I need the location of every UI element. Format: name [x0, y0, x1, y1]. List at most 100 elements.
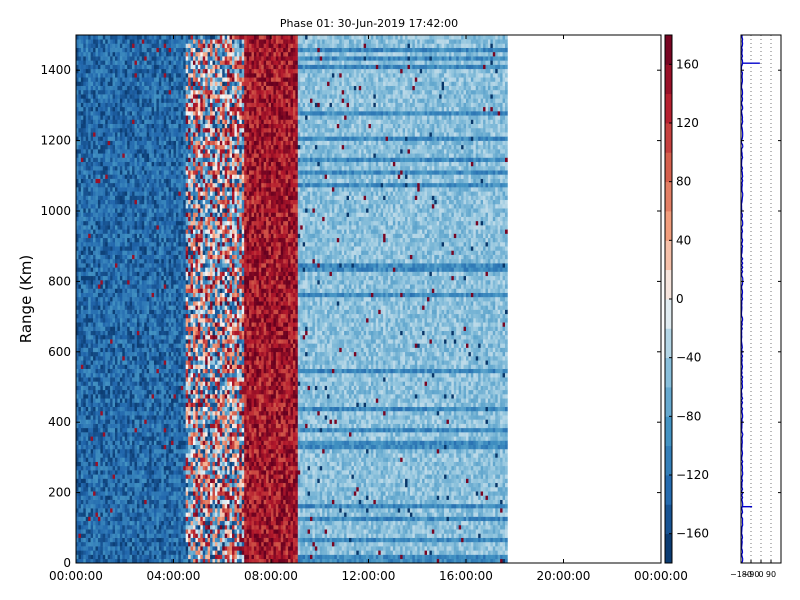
heatmap-cell — [83, 554, 87, 560]
heatmap-cell — [78, 529, 82, 534]
heatmap-cell — [171, 174, 174, 179]
heatmap-cell — [132, 216, 135, 222]
heatmap-cell — [166, 529, 169, 534]
heatmap-cell — [141, 444, 145, 450]
heatmap-cell — [163, 364, 167, 369]
heatmap-cell — [141, 415, 145, 420]
heatmap-cell — [141, 85, 145, 91]
heatmap-cell — [102, 541, 106, 547]
heatmap-cell — [115, 356, 118, 361]
heatmap-cell — [110, 499, 113, 505]
heatmap-cell — [78, 503, 82, 509]
heatmap-cell — [161, 187, 165, 192]
heatmap-cell — [95, 199, 99, 205]
heatmap-cell — [129, 389, 133, 395]
heatmap-cell — [154, 326, 157, 331]
heatmap-cell — [100, 94, 104, 99]
heatmap-cell — [161, 478, 165, 484]
heatmap-cell — [112, 533, 116, 538]
heatmap-cell — [76, 533, 79, 538]
heatmap-cell — [105, 351, 108, 357]
heatmap-cell — [139, 512, 143, 517]
heatmap-cell — [110, 465, 113, 471]
heatmap-cell — [115, 516, 118, 522]
heatmap-cell — [158, 524, 162, 530]
heatmap-cell — [129, 284, 133, 289]
heatmap-cell — [107, 334, 111, 340]
heatmap-cell — [119, 241, 123, 247]
heatmap-cell — [168, 271, 172, 277]
heatmap-cell — [76, 558, 79, 564]
heatmap-cell — [122, 292, 126, 298]
heatmap-cell — [154, 94, 157, 99]
heatmap-cell — [100, 60, 104, 65]
heatmap-cell — [136, 263, 140, 268]
heatmap-cell — [149, 43, 152, 48]
heatmap-cell — [102, 448, 106, 454]
heatmap-cell — [124, 60, 128, 65]
heatmap-cell — [144, 558, 147, 564]
heatmap-cell — [129, 318, 133, 323]
heatmap-cell — [88, 461, 91, 467]
heatmap-cell — [107, 64, 111, 70]
heatmap-cell — [85, 415, 89, 420]
heatmap-cell — [83, 292, 87, 298]
heatmap-cell — [105, 330, 108, 336]
heatmap-cell — [149, 503, 152, 509]
heatmap-cell — [83, 461, 87, 467]
heatmap-cell — [171, 432, 174, 437]
heatmap-cell — [156, 225, 160, 230]
heatmap-cell — [141, 398, 145, 403]
heatmap-cell — [129, 229, 133, 234]
heatmap-cell — [158, 541, 162, 547]
heatmap-cell — [163, 220, 167, 226]
heatmap-cell — [97, 199, 101, 205]
heatmap-cell — [163, 203, 167, 209]
heatmap-cell — [149, 478, 152, 484]
heatmap-cell — [93, 115, 96, 120]
heatmap-cell — [105, 491, 108, 496]
heatmap-cell — [85, 170, 89, 175]
heatmap-cell — [117, 356, 121, 361]
heatmap-cell — [122, 356, 126, 361]
heatmap-cell — [93, 182, 96, 188]
heatmap-cell — [151, 406, 155, 412]
heatmap-cell — [124, 508, 128, 513]
heatmap-cell — [119, 465, 123, 471]
heatmap-cell — [122, 263, 126, 268]
heatmap-cell — [136, 64, 140, 70]
heatmap-cell — [146, 520, 150, 526]
heatmap-cell — [129, 537, 133, 543]
heatmap-cell — [93, 465, 96, 471]
heatmap-cell — [166, 495, 169, 500]
heatmap-cell — [93, 216, 96, 222]
heatmap-cell — [122, 495, 126, 500]
heatmap-cell — [78, 351, 82, 357]
heatmap-cell — [146, 51, 150, 57]
heatmap-cell — [97, 47, 101, 53]
heatmap-cell — [110, 51, 113, 57]
heatmap-cell — [85, 47, 89, 53]
heatmap-cell — [78, 237, 82, 243]
heatmap-cell — [124, 161, 128, 167]
heatmap-cell — [132, 267, 135, 272]
heatmap-cell — [146, 132, 150, 137]
heatmap-cell — [122, 115, 126, 120]
heatmap-cell — [146, 288, 150, 293]
heatmap-cell — [136, 558, 140, 564]
heatmap-cell — [166, 136, 169, 141]
heatmap-cell — [115, 102, 118, 108]
heatmap-cell — [132, 203, 135, 209]
heatmap-cell — [124, 102, 128, 108]
heatmap-cell — [78, 330, 82, 336]
heatmap-cell — [76, 64, 79, 70]
heatmap-cell — [76, 132, 79, 137]
heatmap-cell — [110, 444, 113, 450]
heatmap-cell — [117, 60, 121, 65]
heatmap-cell — [149, 347, 152, 353]
heatmap-cell — [110, 127, 113, 133]
heatmap-cell — [154, 123, 157, 129]
heatmap-cell — [129, 558, 133, 564]
heatmap-cell — [134, 258, 138, 264]
heatmap-cell — [141, 51, 145, 57]
